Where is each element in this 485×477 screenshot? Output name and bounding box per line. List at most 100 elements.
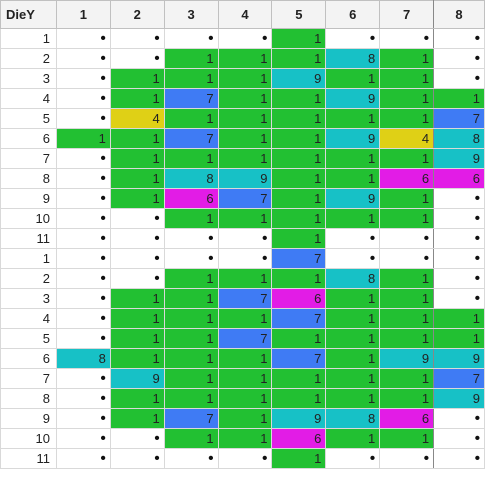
empty-die-cell[interactable]: • <box>163 248 219 269</box>
die-value-cell[interactable]: 7 <box>163 128 219 149</box>
die-value-cell[interactable]: 1 <box>109 148 165 169</box>
die-value-cell[interactable]: 8 <box>325 408 381 429</box>
die-value-cell[interactable]: 1 <box>325 428 381 449</box>
die-value-cell[interactable]: 1 <box>109 388 165 409</box>
die-value-cell[interactable]: 1 <box>325 388 381 409</box>
row-label[interactable]: 7 <box>0 148 57 169</box>
die-value-cell[interactable]: 9 <box>433 348 485 369</box>
empty-die-cell[interactable]: • <box>55 208 111 229</box>
die-value-cell[interactable]: 1 <box>109 188 165 209</box>
die-value-cell[interactable]: 4 <box>379 128 435 149</box>
die-value-cell[interactable]: 1 <box>271 168 327 189</box>
die-value-cell[interactable]: 1 <box>271 28 327 49</box>
empty-die-cell[interactable]: • <box>163 228 219 249</box>
row-label[interactable]: 8 <box>0 388 57 409</box>
die-value-cell[interactable]: 6 <box>433 168 485 189</box>
empty-die-cell[interactable]: • <box>55 268 111 289</box>
empty-die-cell[interactable]: • <box>217 28 273 49</box>
row-label[interactable]: 4 <box>0 308 57 329</box>
empty-die-cell[interactable]: • <box>55 188 111 209</box>
row-label[interactable]: 2 <box>0 48 57 69</box>
column-header[interactable]: 3 <box>163 0 219 29</box>
die-value-cell[interactable]: 9 <box>433 388 485 409</box>
empty-die-cell[interactable]: • <box>433 248 485 269</box>
die-value-cell[interactable]: 1 <box>217 128 273 149</box>
die-value-cell[interactable]: 1 <box>163 48 219 69</box>
empty-die-cell[interactable]: • <box>109 48 165 69</box>
die-value-cell[interactable]: 1 <box>271 448 327 469</box>
die-value-cell[interactable]: 1 <box>109 68 165 89</box>
die-value-cell[interactable]: 1 <box>271 88 327 109</box>
die-value-cell[interactable]: 6 <box>271 428 327 449</box>
die-value-cell[interactable]: 6 <box>379 408 435 429</box>
empty-die-cell[interactable]: • <box>55 248 111 269</box>
die-value-cell[interactable]: 1 <box>379 328 435 349</box>
die-value-cell[interactable]: 1 <box>271 148 327 169</box>
die-value-cell[interactable]: 7 <box>271 308 327 329</box>
die-value-cell[interactable]: 1 <box>163 148 219 169</box>
die-value-cell[interactable]: 9 <box>325 188 381 209</box>
empty-die-cell[interactable]: • <box>109 208 165 229</box>
die-value-cell[interactable]: 1 <box>379 368 435 389</box>
die-value-cell[interactable]: 1 <box>163 208 219 229</box>
column-header[interactable]: 5 <box>271 0 327 29</box>
empty-die-cell[interactable]: • <box>55 108 111 129</box>
empty-die-cell[interactable]: • <box>433 408 485 429</box>
empty-die-cell[interactable]: • <box>55 68 111 89</box>
empty-die-cell[interactable]: • <box>55 228 111 249</box>
empty-die-cell[interactable]: • <box>379 448 435 469</box>
empty-die-cell[interactable]: • <box>379 228 435 249</box>
die-value-cell[interactable]: 1 <box>109 308 165 329</box>
row-label[interactable]: 5 <box>0 108 57 129</box>
die-value-cell[interactable]: 1 <box>163 108 219 129</box>
empty-die-cell[interactable]: • <box>55 148 111 169</box>
die-value-cell[interactable]: 1 <box>271 388 327 409</box>
empty-die-cell[interactable]: • <box>433 208 485 229</box>
empty-die-cell[interactable]: • <box>325 448 381 469</box>
empty-die-cell[interactable]: • <box>55 328 111 349</box>
die-value-cell[interactable]: 9 <box>217 168 273 189</box>
die-value-cell[interactable]: 1 <box>271 208 327 229</box>
die-value-cell[interactable]: 9 <box>379 348 435 369</box>
die-value-cell[interactable]: 6 <box>163 188 219 209</box>
empty-die-cell[interactable]: • <box>55 308 111 329</box>
die-value-cell[interactable]: 1 <box>379 188 435 209</box>
die-value-cell[interactable]: 9 <box>433 148 485 169</box>
row-label[interactable]: 6 <box>0 348 57 369</box>
die-value-cell[interactable]: 1 <box>433 308 485 329</box>
die-value-cell[interactable]: 1 <box>217 48 273 69</box>
die-value-cell[interactable]: 1 <box>217 368 273 389</box>
die-value-cell[interactable]: 1 <box>379 68 435 89</box>
die-value-cell[interactable]: 1 <box>271 48 327 69</box>
die-value-cell[interactable]: 1 <box>325 328 381 349</box>
die-value-cell[interactable]: 7 <box>433 108 485 129</box>
empty-die-cell[interactable]: • <box>109 448 165 469</box>
empty-die-cell[interactable]: • <box>433 188 485 209</box>
die-value-cell[interactable]: 1 <box>325 68 381 89</box>
die-value-cell[interactable]: 1 <box>433 328 485 349</box>
die-value-cell[interactable]: 1 <box>325 308 381 329</box>
column-header[interactable]: 4 <box>217 0 273 29</box>
empty-die-cell[interactable]: • <box>433 448 485 469</box>
empty-die-cell[interactable]: • <box>379 248 435 269</box>
row-label[interactable]: 1 <box>0 248 57 269</box>
die-value-cell[interactable]: 9 <box>109 368 165 389</box>
empty-die-cell[interactable]: • <box>433 68 485 89</box>
empty-die-cell[interactable]: • <box>433 428 485 449</box>
die-value-cell[interactable]: 1 <box>55 128 111 149</box>
die-value-cell[interactable]: 9 <box>271 408 327 429</box>
die-value-cell[interactable]: 1 <box>379 88 435 109</box>
die-value-cell[interactable]: 7 <box>433 368 485 389</box>
die-value-cell[interactable]: 1 <box>109 168 165 189</box>
die-value-cell[interactable]: 1 <box>217 428 273 449</box>
row-label[interactable]: 5 <box>0 328 57 349</box>
die-value-cell[interactable]: 1 <box>379 288 435 309</box>
die-value-cell[interactable]: 1 <box>325 108 381 129</box>
die-value-cell[interactable]: 1 <box>325 288 381 309</box>
empty-die-cell[interactable]: • <box>55 448 111 469</box>
empty-die-cell[interactable]: • <box>217 448 273 469</box>
empty-die-cell[interactable]: • <box>163 448 219 469</box>
die-value-cell[interactable]: 1 <box>109 88 165 109</box>
die-value-cell[interactable]: 8 <box>163 168 219 189</box>
die-value-cell[interactable]: 1 <box>163 388 219 409</box>
